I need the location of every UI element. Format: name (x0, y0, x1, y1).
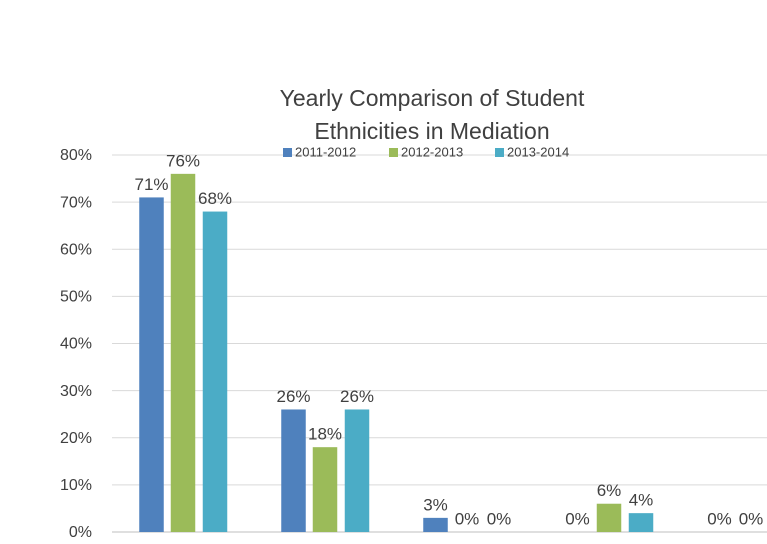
y-tick-label: 80% (60, 147, 92, 164)
y-tick-label: 50% (60, 289, 92, 306)
legend-label: 2012-2013 (401, 144, 463, 159)
legend-swatch (495, 148, 504, 157)
y-tick-label: 60% (60, 241, 92, 258)
y-tick-label: 70% (60, 194, 92, 211)
data-label: 4% (629, 491, 654, 510)
bar (596, 503, 622, 532)
data-label: 3% (423, 495, 448, 514)
y-tick-label: 10% (60, 477, 92, 494)
data-label: 26% (340, 387, 374, 406)
bar (312, 447, 338, 532)
legend-label: 2011-2012 (295, 144, 356, 159)
data-label: 68% (198, 189, 232, 208)
chart-title: Yearly Comparison of Student Ethnicities … (280, 85, 585, 144)
data-label: 0% (565, 509, 590, 528)
bar (139, 197, 164, 532)
legend-label: 2013-2014 (507, 144, 569, 159)
bar (202, 211, 228, 533)
legend-swatch (389, 148, 398, 157)
y-tick-label: 0% (69, 524, 92, 541)
data-label: 0% (487, 509, 512, 528)
y-tick-label: 20% (60, 430, 92, 447)
y-tick-label: 40% (60, 336, 92, 353)
bar (628, 513, 654, 532)
data-label: 0% (739, 509, 764, 528)
data-label: 18% (308, 425, 342, 444)
bar (344, 409, 370, 532)
bar (281, 409, 306, 532)
data-label: 6% (597, 481, 622, 500)
y-tick-label: 30% (60, 383, 92, 400)
bar (170, 173, 196, 532)
data-label: 76% (166, 151, 200, 170)
data-label: 26% (276, 387, 310, 406)
data-label: 0% (707, 509, 732, 528)
data-label: 71% (134, 175, 168, 194)
data-label: 0% (455, 509, 480, 528)
legend-swatch (283, 148, 292, 157)
bar (423, 517, 448, 532)
